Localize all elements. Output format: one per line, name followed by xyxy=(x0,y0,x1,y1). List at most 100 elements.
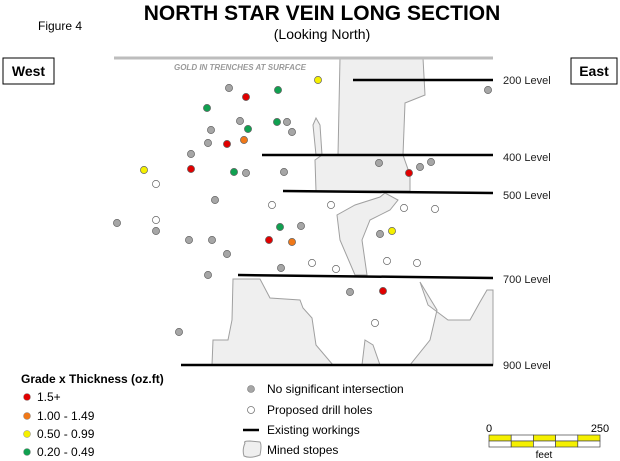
orange-intersection xyxy=(288,238,296,246)
scale-bar-segment xyxy=(510,434,534,442)
symbol-legend: No significant intersection Proposed dri… xyxy=(242,382,404,458)
no-significant-intersection xyxy=(280,168,288,176)
no-significant-intersection xyxy=(211,196,219,204)
proposed-drill-hole xyxy=(152,216,160,224)
legend-green-dot xyxy=(23,448,31,456)
red-intersection xyxy=(265,236,273,244)
proposed-drill-hole xyxy=(431,205,439,213)
green-intersection xyxy=(276,223,284,231)
title: NORTH STAR VEIN LONG SECTION xyxy=(144,2,501,25)
no-significant-intersection xyxy=(416,163,424,171)
scale-bar-segment xyxy=(510,440,534,448)
no-significant-intersection xyxy=(346,288,354,296)
legend-stope-icon xyxy=(242,440,262,458)
west-box: West xyxy=(2,57,55,85)
level-label: 900 Level xyxy=(503,360,551,372)
orange-intersection xyxy=(240,136,248,144)
scale-unit: feet xyxy=(536,450,553,461)
legend-orange-dot xyxy=(23,412,31,420)
subtitle: (Looking North) xyxy=(274,26,371,42)
scale-bar-segment xyxy=(488,434,512,442)
existing-workings xyxy=(181,78,494,367)
no-significant-intersection xyxy=(208,236,216,244)
scale-bar-segment xyxy=(577,440,601,448)
drill-intersections xyxy=(113,76,492,336)
green-intersection xyxy=(203,104,211,112)
proposed-drill-hole xyxy=(383,257,391,265)
no-significant-intersection xyxy=(376,230,384,238)
red-intersection xyxy=(379,287,387,295)
red-intersection xyxy=(223,140,231,148)
no-significant-intersection xyxy=(297,222,305,230)
proposed-drill-hole xyxy=(371,319,379,327)
symbol-legend-item: Mined stopes xyxy=(267,443,338,457)
green-intersection xyxy=(230,168,238,176)
no-significant-intersection xyxy=(113,219,121,227)
proposed-drill-hole xyxy=(268,201,276,209)
no-significant-intersection xyxy=(288,128,296,136)
green-intersection xyxy=(273,118,281,126)
grade-legend-title: Grade x Thickness (oz.ft) xyxy=(21,372,164,386)
level-label: 200 Level xyxy=(503,75,551,87)
stope-middle xyxy=(336,192,399,276)
proposed-drill-hole xyxy=(327,201,335,209)
level-500-line xyxy=(282,189,494,195)
proposed-drill-hole xyxy=(332,265,340,273)
grade-legend-item: 0.20 - 0.49 xyxy=(37,445,95,459)
surface-note: GOLD IN TRENCHES AT SURFACE xyxy=(174,63,307,72)
no-significant-intersection xyxy=(152,227,160,235)
level-label: 700 Level xyxy=(503,274,551,286)
no-significant-intersection xyxy=(204,271,212,279)
grade-legend-item: 0.50 - 0.99 xyxy=(37,427,95,441)
no-significant-intersection xyxy=(242,169,250,177)
legend-red-dot xyxy=(23,393,31,401)
no-significant-intersection xyxy=(187,150,195,158)
grade-legend-item: 1.5+ xyxy=(37,390,61,404)
stope-upper xyxy=(312,57,426,192)
level-label: 400 Level xyxy=(503,152,551,164)
no-significant-intersection xyxy=(204,139,212,147)
no-significant-intersection xyxy=(236,117,244,125)
scale-bar-segment xyxy=(555,440,579,448)
level-label: 500 Level xyxy=(503,190,551,202)
no-significant-intersection xyxy=(375,159,383,167)
east-box: East xyxy=(570,57,618,85)
symbol-legend-item: Proposed drill holes xyxy=(267,403,372,417)
scale-bar-segment xyxy=(533,434,556,442)
figure-label: Figure 4 xyxy=(38,19,82,33)
stope-lower-right xyxy=(408,281,494,366)
scale-bar-segment xyxy=(533,440,556,448)
legend-yellow-dot xyxy=(23,430,31,438)
grade-legend: Grade x Thickness (oz.ft) 1.5+ 1.00 - 1.… xyxy=(21,372,164,459)
grade-legend-item: 1.00 - 1.49 xyxy=(37,409,95,423)
level-700-line xyxy=(237,273,494,280)
proposed-drill-hole xyxy=(400,204,408,212)
scale-bar-segment xyxy=(488,440,512,448)
scale-min-label: 0 xyxy=(486,423,492,435)
scale-bar-segment xyxy=(555,434,579,442)
no-significant-intersection xyxy=(225,84,233,92)
scale-max-label: 250 xyxy=(591,423,609,435)
scale-bar-segment xyxy=(577,434,601,442)
green-intersection xyxy=(244,125,252,133)
stope-lower-sliver xyxy=(361,339,381,366)
scale-bar: 0 250 feet xyxy=(486,423,609,461)
no-significant-intersection xyxy=(427,158,435,166)
no-significant-intersection xyxy=(207,126,215,134)
symbol-legend-item: No significant intersection xyxy=(267,382,404,396)
yellow-intersection xyxy=(140,166,148,174)
no-significant-intersection xyxy=(185,236,193,244)
red-intersection xyxy=(405,169,413,177)
no-significant-intersection xyxy=(283,118,291,126)
no-significant-intersection xyxy=(484,86,492,94)
green-intersection xyxy=(274,86,282,94)
mined-stopes xyxy=(211,57,494,366)
no-significant-intersection xyxy=(175,328,183,336)
legend-gray-dot xyxy=(247,385,255,393)
no-significant-intersection xyxy=(223,250,231,258)
no-significant-intersection xyxy=(277,264,285,272)
symbol-legend-item: Existing workings xyxy=(267,423,360,437)
red-intersection xyxy=(187,165,195,173)
east-label: East xyxy=(579,63,609,79)
